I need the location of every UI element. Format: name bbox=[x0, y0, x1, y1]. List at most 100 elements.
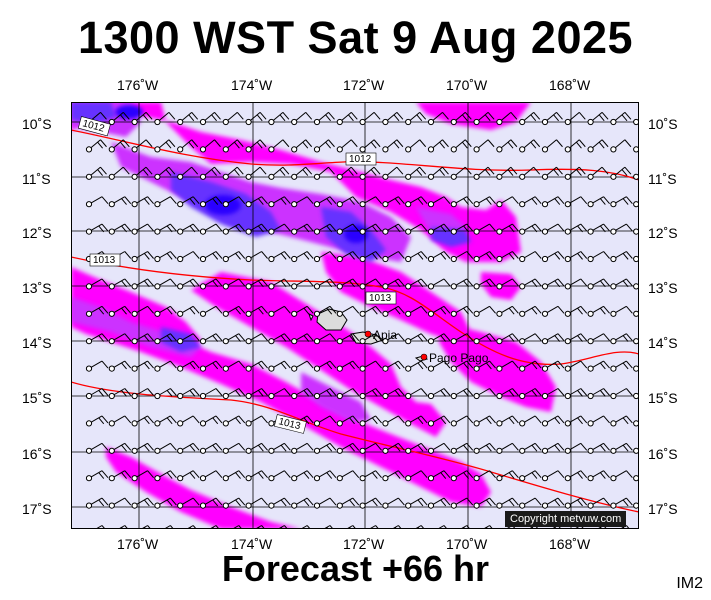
wind-barb bbox=[427, 388, 451, 400]
wind-barb bbox=[359, 251, 382, 263]
wind-barb bbox=[199, 415, 223, 427]
wind-barb bbox=[222, 166, 244, 180]
wind-barb bbox=[177, 111, 199, 126]
wind-barb bbox=[222, 305, 246, 317]
wind-barb bbox=[359, 497, 382, 509]
wind-barb bbox=[405, 333, 428, 345]
wind-barb bbox=[177, 360, 200, 372]
wind-barb bbox=[108, 223, 132, 235]
wind-barb bbox=[268, 278, 291, 290]
wind-barb bbox=[610, 166, 632, 180]
lat-label-left: 15˚S bbox=[22, 390, 52, 406]
lon-label-top: 172˚W bbox=[343, 77, 385, 93]
wind-barb bbox=[450, 333, 474, 345]
wind-barb bbox=[450, 497, 474, 509]
wind-barb bbox=[610, 111, 632, 126]
wind-barb bbox=[199, 278, 223, 290]
wind-barb bbox=[359, 111, 381, 126]
apia-marker bbox=[364, 330, 372, 338]
wind-barb bbox=[222, 196, 246, 208]
wind-barb bbox=[405, 251, 428, 263]
pago-pago-marker bbox=[420, 353, 428, 361]
wind-barb bbox=[268, 139, 290, 153]
lon-label-bottom: 168˚W bbox=[549, 536, 591, 552]
wind-barb bbox=[154, 166, 176, 180]
wind-barb bbox=[291, 497, 314, 509]
wind-barb bbox=[336, 305, 360, 317]
wind-barb bbox=[541, 196, 565, 208]
wind-barb bbox=[177, 415, 200, 427]
wind-barb bbox=[382, 442, 405, 454]
lon-label-bottom: 172˚W bbox=[343, 536, 385, 552]
wind-barb bbox=[564, 388, 588, 400]
wind-barb bbox=[154, 388, 177, 400]
wind-barb bbox=[427, 139, 449, 153]
wind-barb bbox=[359, 470, 382, 482]
wind-barb bbox=[291, 333, 314, 345]
wind-barb bbox=[405, 388, 428, 400]
wind-barb bbox=[199, 166, 221, 180]
wind-barb bbox=[473, 333, 496, 345]
wind-barb bbox=[245, 251, 268, 263]
wind-barb bbox=[177, 388, 200, 400]
wind-barb bbox=[450, 166, 472, 180]
wind-barb bbox=[587, 166, 609, 180]
wind-barb bbox=[222, 111, 244, 126]
wind-barb bbox=[94, 525, 106, 529]
wind-barb bbox=[245, 166, 267, 180]
wind-barb bbox=[199, 388, 223, 400]
wind-barb bbox=[359, 442, 382, 454]
wind-barb bbox=[108, 166, 130, 180]
wind-barb bbox=[382, 497, 405, 509]
wind-barb bbox=[519, 166, 541, 180]
wind-barb bbox=[564, 333, 588, 345]
lon-label-bottom: 174˚W bbox=[231, 536, 273, 552]
wind-barb bbox=[587, 360, 610, 372]
map-frame bbox=[71, 102, 639, 529]
wind-barb bbox=[564, 223, 588, 235]
wind-barb bbox=[496, 333, 519, 345]
wind-barb bbox=[85, 223, 109, 235]
wind-barb bbox=[222, 139, 244, 153]
wind-barb bbox=[177, 278, 200, 290]
wind-barb bbox=[199, 470, 223, 482]
wind-barb bbox=[291, 305, 314, 317]
wind-barb bbox=[199, 196, 223, 208]
wind-barb bbox=[450, 388, 474, 400]
wind-barb bbox=[496, 223, 519, 235]
wind-barb bbox=[405, 111, 427, 126]
wind-barb bbox=[177, 223, 200, 235]
wind-barb bbox=[405, 442, 428, 454]
wind-barb bbox=[131, 305, 154, 317]
wind-barb bbox=[177, 333, 200, 345]
wind-barb bbox=[300, 525, 311, 529]
wind-barb bbox=[587, 497, 610, 509]
place-apia: Apia bbox=[373, 328, 397, 342]
wind-barb bbox=[587, 251, 610, 263]
wind-barb bbox=[245, 305, 268, 317]
wind-barb bbox=[131, 442, 154, 454]
wind-barb bbox=[496, 388, 519, 400]
wind-barb bbox=[85, 305, 109, 317]
lat-label-right: 11˚S bbox=[648, 171, 677, 187]
wind-barb bbox=[587, 111, 609, 126]
wind-barb bbox=[222, 415, 246, 427]
wind-barb bbox=[519, 111, 541, 126]
wind-barb bbox=[496, 497, 519, 509]
wind-barb bbox=[541, 166, 563, 180]
wind-barb bbox=[519, 388, 542, 400]
wind-barb bbox=[405, 415, 428, 427]
lat-label-right: 16˚S bbox=[648, 446, 678, 462]
wind-barb bbox=[85, 388, 109, 400]
lat-label-right: 13˚S bbox=[648, 280, 678, 296]
wind-barb bbox=[268, 196, 291, 208]
wind-barb bbox=[473, 278, 496, 290]
wind-barb bbox=[268, 388, 291, 400]
wind-barb bbox=[268, 470, 291, 482]
wind-barb bbox=[496, 251, 519, 263]
wind-barb bbox=[313, 111, 335, 126]
wind-barb bbox=[541, 333, 565, 345]
lon-label-top: 170˚W bbox=[446, 77, 488, 93]
wind-barb bbox=[450, 251, 474, 263]
wind-barb bbox=[336, 196, 360, 208]
